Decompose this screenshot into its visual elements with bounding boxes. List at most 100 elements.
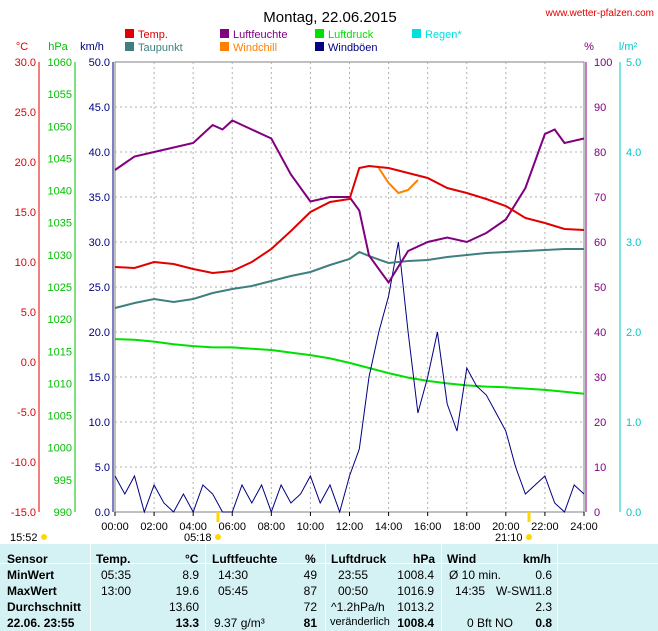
x-tick-label: 06:00 [218,521,246,533]
y-tick-wind: 5.0 [95,462,110,474]
axis-unit-humidity: % [584,41,594,53]
sun-icon [215,534,221,540]
max-press-time: 00:50 [338,584,369,598]
header-sensor: Sensor [7,552,48,566]
avg-temp-val: 13.60 [168,600,199,614]
y-tick-pressure: 990 [54,507,72,519]
marker-sunrise: 05:18 [184,532,212,544]
series-line-Windböen [114,241,585,514]
y-axis-ticks: -15.0 -10.0 -5.0 0.0 5.0 10.0 15.0 20.0 25.0 30.0… [11,57,641,519]
y-tick-pressure: 1025 [48,282,72,294]
y-tick-rain: 5.0 [626,57,641,69]
header-hum: Luftfeuchte [212,552,278,566]
y-tick-rain: 1.0 [626,417,641,429]
y-tick-pressure: 1015 [48,346,72,358]
y-tick-wind: 30.0 [89,237,110,249]
y-tick-humidity: 80 [594,147,606,159]
y-tick-pressure: 1045 [48,153,72,165]
y-tick-temp: 30.0 [15,57,36,69]
y-tick-temp: 10.0 [15,257,36,269]
avg-hum-val: 72 [303,600,317,614]
y-tick-wind: 10.0 [89,417,110,429]
y-tick-wind: 25.0 [89,282,110,294]
series-line-Taupunkt [114,248,584,309]
min-hum-val: 49 [303,568,317,582]
chart-title: Montag, 22.06.2015 [263,9,396,26]
y-tick-rain: 2.0 [626,327,641,339]
x-axis-ticks: 00:00 02:00 04:00 06:00 08:00 10:00 12:00 14:00… [101,512,598,533]
y-tick-pressure: 1060 [48,57,72,69]
y-tick-wind: 35.0 [89,192,110,204]
max-label: MaxWert [7,584,57,598]
sun-markers: 15:52 05:18 21:10 [10,512,532,544]
legend-label: Windchill [233,42,277,54]
max-press-val: 1016.9 [397,584,434,598]
y-tick-humidity: 10 [594,462,606,474]
header-hum-unit: % [305,552,316,566]
current-wind-bft: 0 Bft NO [467,616,514,630]
x-tick-label: 10:00 [297,521,325,533]
sun-icon [41,534,47,540]
x-tick-label: 12:00 [336,521,364,533]
y-tick-humidity: 20 [594,417,606,429]
current-hum-val: 81 [303,616,317,630]
axis-unit-pressure: hPa [48,41,68,53]
avg-press-trend: ^1.2hPa/h [331,600,385,614]
y-tick-humidity: 100 [594,57,612,69]
y-tick-wind: 45.0 [89,102,110,114]
header-press-unit: hPa [413,552,436,566]
y-tick-rain: 0.0 [626,507,641,519]
y-tick-temp: -5.0 [17,407,36,419]
header-temp: Temp. [96,552,131,566]
y-tick-wind: 40.0 [89,147,110,159]
legend-label: Temp. [138,29,168,41]
max-wind-val: 11.8 [529,584,552,598]
min-press-val: 1008.4 [397,568,434,582]
grid-lines [115,62,584,512]
y-tick-temp: 20.0 [15,157,36,169]
min-temp-val: 8.9 [182,568,199,582]
x-tick-label: 24:00 [570,521,598,533]
y-tick-pressure: 1035 [48,218,72,230]
axis-unit-rain: l/m² [619,41,638,53]
legend-label: Regen* [425,29,462,41]
y-tick-temp: 15.0 [15,207,36,219]
y-tick-pressure: 995 [54,475,72,487]
current-temp-val: 13.3 [175,616,199,630]
y-tick-pressure: 1000 [48,443,72,455]
max-temp-time: 13:00 [101,584,132,598]
current-label: 22.06. 23:55 [7,616,75,630]
axis-unit-labels: °C hPa km/h% l/m² [16,41,638,53]
x-tick-label: 18:00 [453,521,481,533]
y-tick-temp: 5.0 [21,307,36,319]
y-tick-pressure: 1030 [48,250,72,262]
y-tick-humidity: 30 [594,372,606,384]
x-tick-label: 20:00 [492,521,520,533]
series-line-Temp. [114,164,585,275]
y-tick-temp: 0.0 [21,357,36,369]
website-label: www.wetter-pfalzen.com [545,8,654,19]
y-tick-temp: -15.0 [11,507,36,519]
header-wind: Wind [447,552,477,566]
sun-icon [526,534,532,540]
legend-swatch [315,42,324,51]
series-lines [114,119,585,514]
min-wind-val: 0.6 [535,568,552,582]
legend-label: Windböen [328,42,378,54]
max-wind-dir: W-SW [496,584,531,598]
weather-chart: Montag, 22.06.2015 www.wetter-pfalzen.co… [10,8,654,544]
legend-swatch [125,29,134,38]
header-wind-unit: km/h [523,552,552,566]
y-tick-humidity: 40 [594,327,606,339]
y-tick-humidity: 60 [594,237,606,249]
series-line-Luftdruck [114,338,585,395]
max-temp-val: 19.6 [175,584,199,598]
x-tick-label: 00:00 [101,521,129,533]
x-tick-label: 22:00 [531,521,559,533]
avg-wind-val: 2.3 [535,600,552,614]
y-tick-wind: 50.0 [89,57,110,69]
legend-label: Taupunkt [138,42,183,54]
current-press-trend: veränderlich [330,616,390,628]
min-wind-time: Ø 10 min. [449,568,502,582]
marker-sunset: 21:10 [495,532,523,544]
